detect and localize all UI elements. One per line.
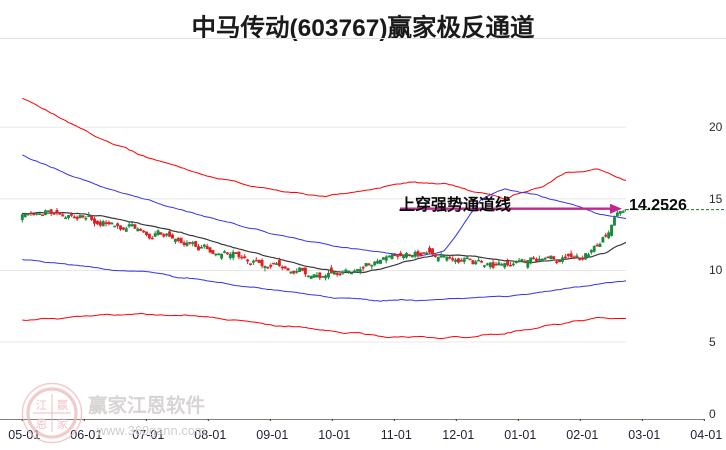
- svg-text:恩: 恩: [36, 418, 48, 431]
- svg-text:江: 江: [36, 399, 48, 412]
- svg-text:赢: 赢: [57, 398, 69, 412]
- svg-text:家: 家: [57, 417, 69, 431]
